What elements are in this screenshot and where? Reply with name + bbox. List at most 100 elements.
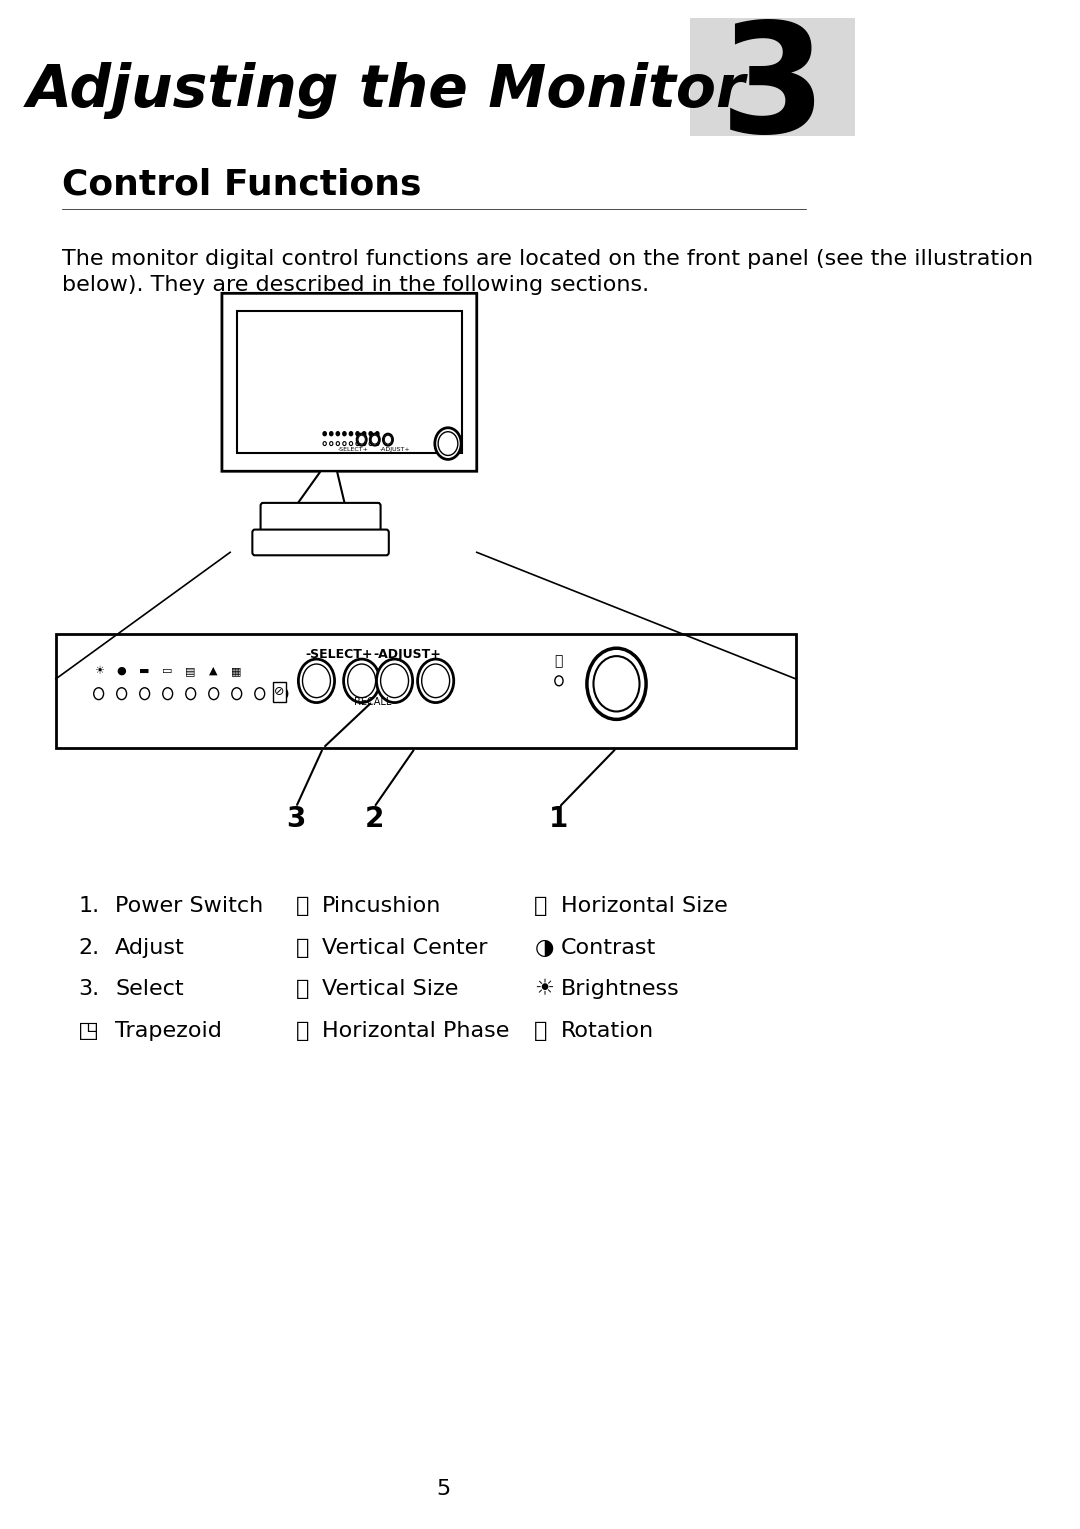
Circle shape [377,659,413,703]
Circle shape [555,676,563,687]
Text: 3.: 3. [78,979,99,1000]
Circle shape [384,436,392,443]
Circle shape [323,431,326,436]
Circle shape [376,431,379,436]
Circle shape [356,431,360,436]
Bar [690,17,855,136]
Circle shape [349,431,353,436]
Circle shape [323,442,326,445]
Text: Vertical Center: Vertical Center [322,937,488,957]
Text: Adjusting the Monitor: Adjusting the Monitor [27,63,745,119]
Circle shape [356,434,366,445]
Text: Trapezoid: Trapezoid [116,1021,222,1041]
Text: ◑: ◑ [535,937,554,957]
Bar [56,635,796,748]
Circle shape [329,442,333,445]
FancyBboxPatch shape [260,503,380,538]
Circle shape [336,442,339,445]
Circle shape [435,428,461,459]
Circle shape [383,434,393,445]
Bar [237,310,462,454]
Circle shape [94,688,104,700]
Circle shape [278,688,287,700]
Circle shape [255,688,265,700]
Text: 1.: 1. [78,896,99,916]
Circle shape [208,688,218,700]
Text: Pincushion: Pincushion [322,896,442,916]
Circle shape [594,656,639,711]
Text: ▭: ▭ [162,667,173,676]
Text: ⎕: ⎕ [296,896,309,916]
Circle shape [342,431,346,436]
Text: 2.: 2. [78,937,99,957]
Text: -SELECT+: -SELECT+ [338,446,369,453]
Text: Power Switch: Power Switch [116,896,264,916]
Text: ⎕: ⎕ [535,896,548,916]
Bar [273,682,286,702]
Circle shape [421,664,449,697]
Text: ☀: ☀ [94,667,104,676]
Circle shape [349,442,353,445]
Text: ▬: ▬ [139,667,150,676]
Text: ⊘: ⊘ [274,685,285,699]
Text: Control Functions: Control Functions [62,168,421,202]
FancyBboxPatch shape [253,529,389,555]
Circle shape [329,431,333,436]
Circle shape [369,431,373,436]
Circle shape [376,442,379,445]
Text: ⎕: ⎕ [535,1021,548,1041]
Text: 3: 3 [286,806,306,833]
Text: RECALL: RECALL [353,697,391,706]
Circle shape [438,431,458,456]
Circle shape [380,664,408,697]
Circle shape [418,659,454,703]
Text: 1: 1 [550,806,568,833]
Circle shape [363,442,366,445]
Polygon shape [296,471,346,506]
Circle shape [336,431,339,436]
Circle shape [342,442,346,445]
Text: Vertical Size: Vertical Size [322,979,459,1000]
Text: Adjust: Adjust [116,937,185,957]
Text: ⎕: ⎕ [296,979,309,1000]
Circle shape [372,436,378,443]
Text: ▲: ▲ [210,667,218,676]
Text: ▤: ▤ [186,667,195,676]
Text: Rotation: Rotation [561,1021,653,1041]
Text: 3: 3 [719,17,826,165]
Text: ☀: ☀ [535,979,554,1000]
Circle shape [232,688,242,700]
Circle shape [356,442,360,445]
Text: -SELECT+: -SELECT+ [305,648,373,661]
FancyBboxPatch shape [221,294,476,471]
Text: Contrast: Contrast [561,937,656,957]
Text: Brightness: Brightness [561,979,679,1000]
Text: Horizontal Phase: Horizontal Phase [322,1021,510,1041]
Text: The monitor digital control functions are located on the front panel (see the il: The monitor digital control functions ar… [62,249,1032,269]
Circle shape [363,431,366,436]
Circle shape [369,434,380,445]
Text: below). They are described in the following sections.: below). They are described in the follow… [62,275,649,295]
Circle shape [343,659,380,703]
Text: ⎕: ⎕ [296,937,309,957]
Circle shape [586,648,646,719]
Circle shape [139,688,150,700]
Circle shape [369,442,373,445]
Circle shape [186,688,195,700]
Circle shape [163,688,173,700]
Circle shape [348,664,376,697]
Circle shape [298,659,335,703]
Text: 2: 2 [364,806,383,833]
Text: -ADJUST+: -ADJUST+ [379,446,410,453]
Text: -ADJUST+: -ADJUST+ [373,648,441,661]
Text: Horizontal Size: Horizontal Size [561,896,727,916]
Text: 5: 5 [436,1480,451,1500]
Circle shape [117,688,126,700]
Text: ⓘ: ⓘ [555,654,563,668]
Text: ◳: ◳ [78,1021,99,1041]
Circle shape [357,436,365,443]
Text: ●: ● [117,667,126,676]
Text: ▦: ▦ [231,667,242,676]
Text: ⎕: ⎕ [296,1021,309,1041]
Circle shape [302,664,330,697]
